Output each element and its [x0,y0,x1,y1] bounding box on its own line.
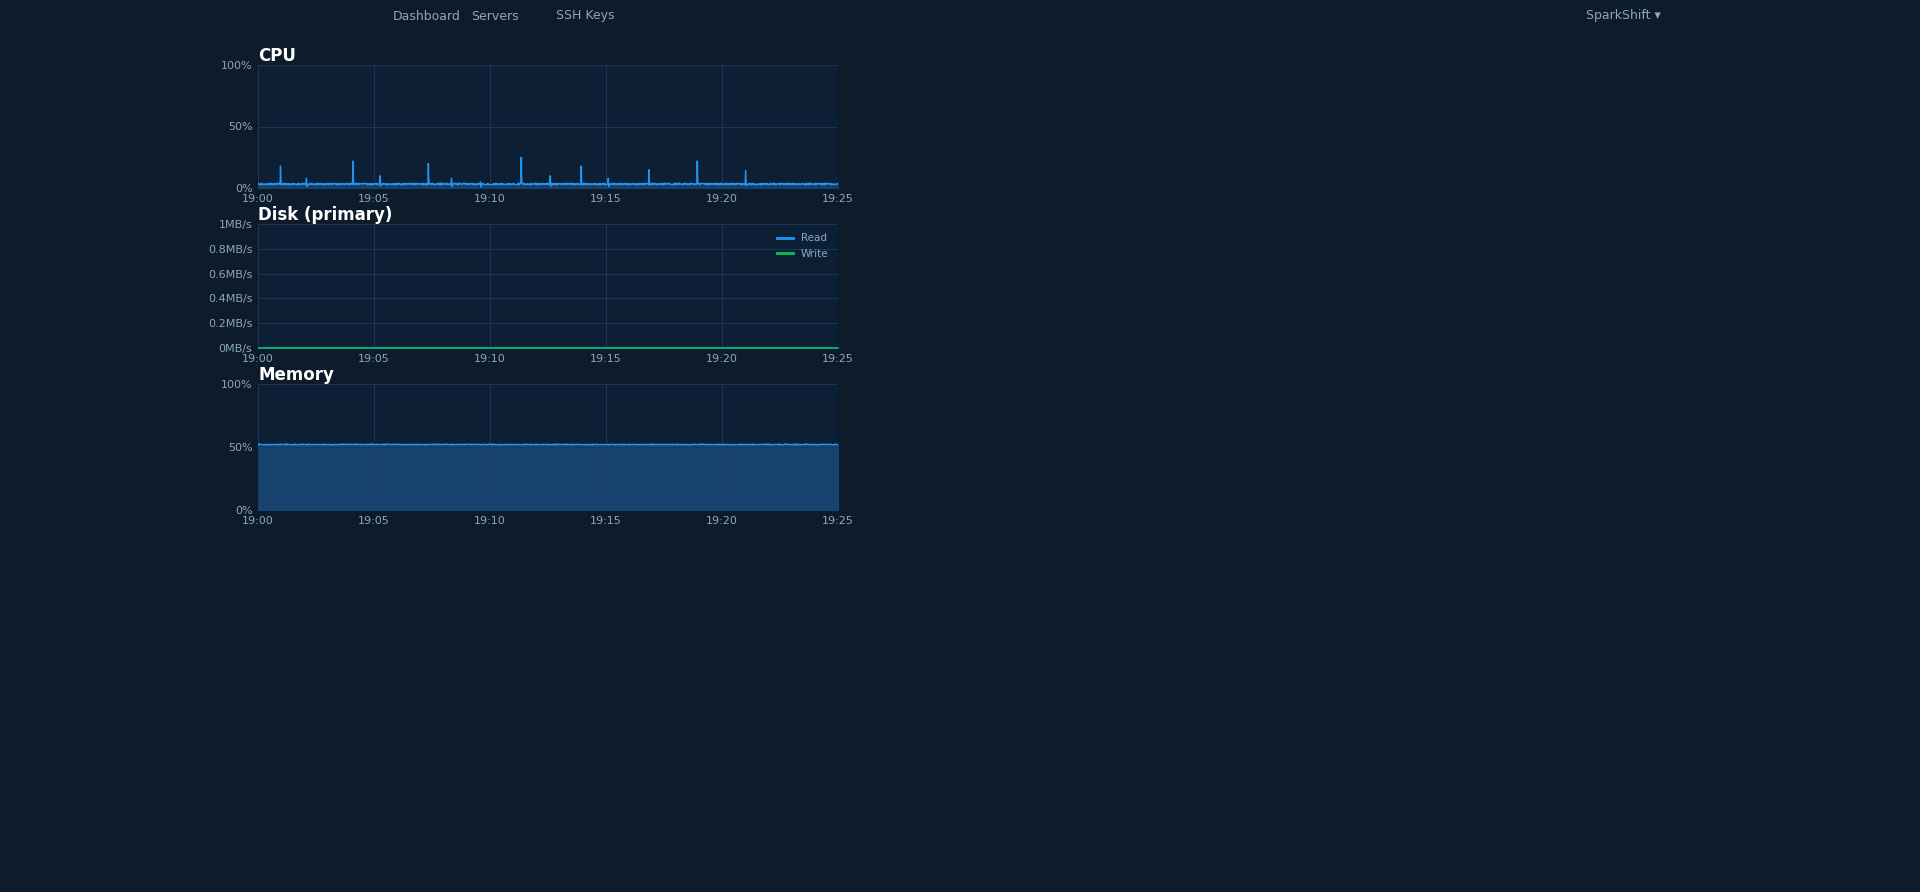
Legend: Read, Write: Read, Write [774,229,833,263]
Read [292,343,315,353]
Read [246,343,269,353]
Write [576,343,599,353]
Text: Memory: Memory [257,366,334,384]
Read [315,343,338,353]
Write [292,343,315,353]
Text: CPU: CPU [257,47,296,65]
Read [576,343,599,353]
Write [826,343,849,353]
Text: SparkShift ▾: SparkShift ▾ [1586,10,1661,22]
Read [515,343,538,353]
Write [493,343,516,353]
Text: Servers: Servers [472,10,518,22]
Text: Disk (primary): Disk (primary) [257,206,392,224]
Write [246,343,269,353]
Write [515,343,538,353]
Read [493,343,516,353]
Text: Dashboard: Dashboard [392,10,461,22]
Text: SSH Keys: SSH Keys [557,10,614,22]
Write [315,343,338,353]
Write [505,343,528,353]
Read [826,343,849,353]
Read [505,343,528,353]
